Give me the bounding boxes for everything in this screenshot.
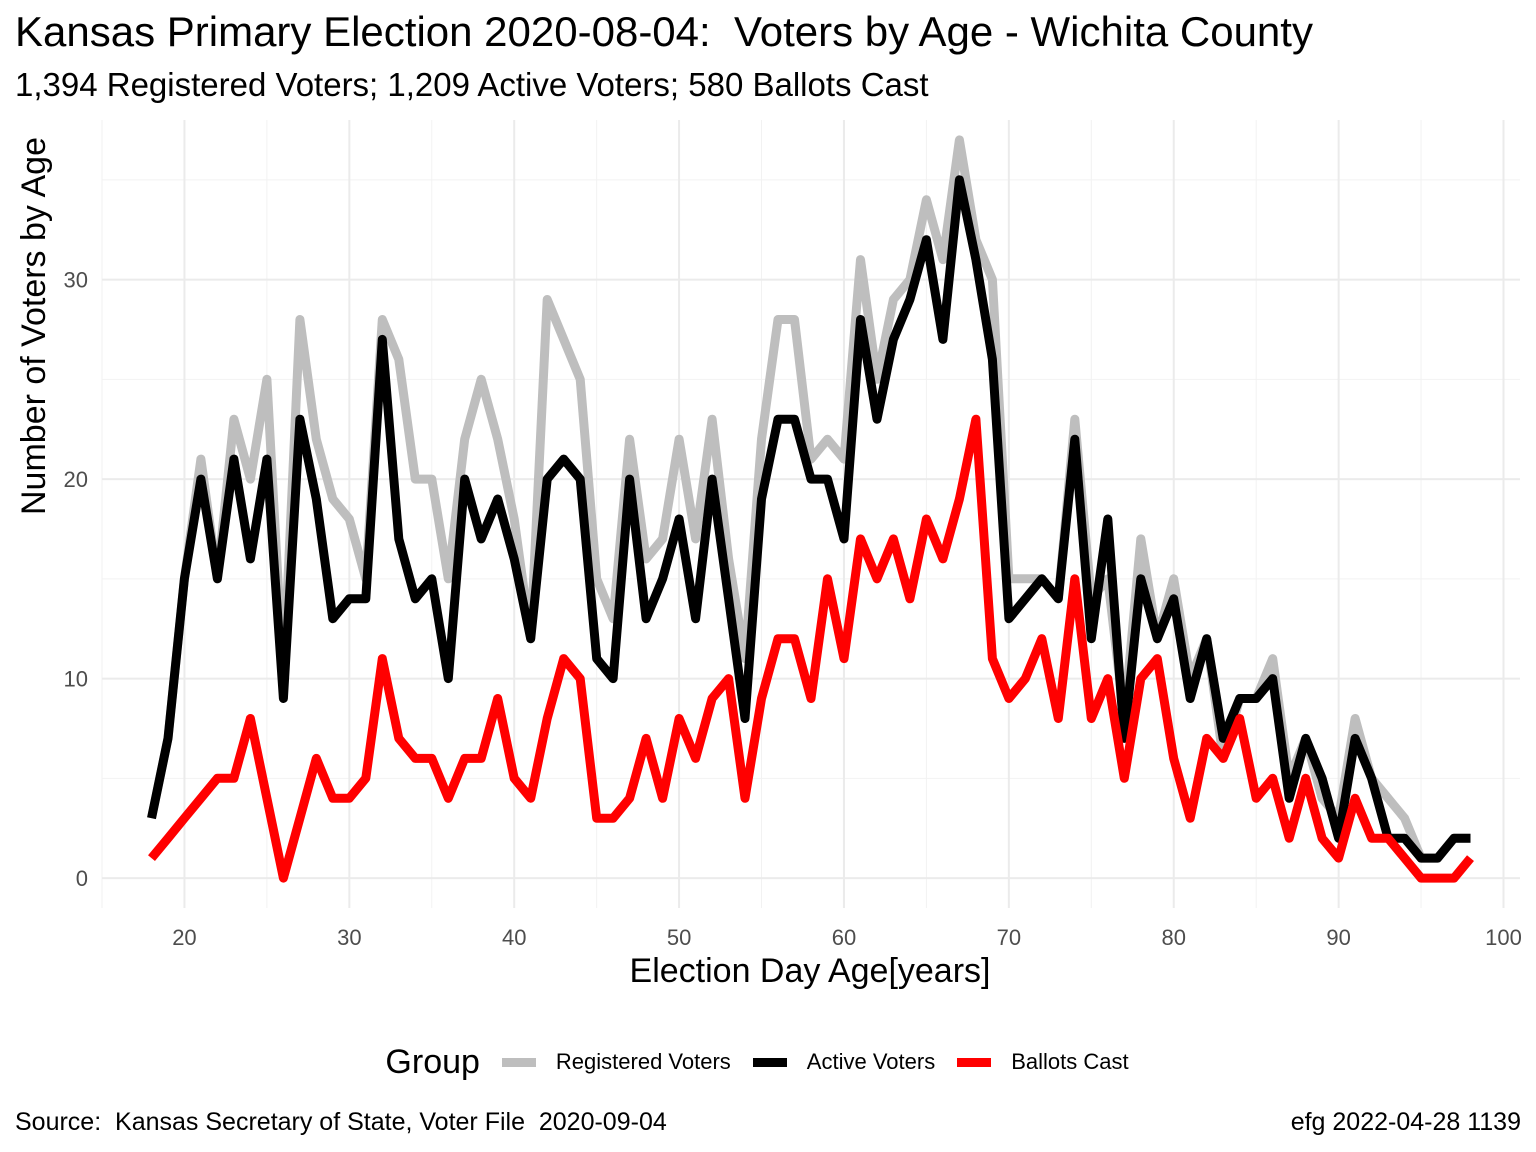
y-axis-title: Number of Voters by Age [15,137,53,515]
x-tick-label: 100 [1485,925,1522,950]
legend-item-registered: Registered Voters [501,1049,731,1075]
legend-key-registered [501,1057,536,1067]
x-tick-label: 50 [667,925,691,950]
legend-label-ballots: Ballots Cast [1011,1049,1129,1074]
chart-title: Kansas Primary Election 2020-08-04: Vote… [15,8,1313,55]
y-tick-label: 10 [64,667,88,692]
active-voters-line [147,175,1471,863]
legend-label-registered: Registered Voters [555,1049,731,1074]
source-note: Source: Kansas Secretary of State, Voter… [15,1108,667,1136]
tick-labels: 20 30 40 50 60 70 80 90 100 0 10 20 30 [64,268,1522,950]
credit-note: efg 2022-04-28 1139 [1290,1108,1521,1136]
x-tick-label: 20 [172,925,196,950]
chart-subtitle: 1,394 Registered Voters; 1,209 Active Vo… [15,66,929,103]
series-lines [147,135,1474,883]
legend-item-ballots: Ballots Cast [957,1049,1129,1075]
x-tick-label: 90 [1326,925,1350,950]
x-tick-label: 60 [832,925,856,950]
y-tick-label: 30 [64,268,88,293]
x-tick-label: 80 [1162,925,1186,950]
legend-key-ballots [957,1057,992,1067]
y-tick-label: 0 [76,866,88,891]
ballots-cast-line [148,414,1474,883]
x-tick-label: 40 [502,925,526,950]
x-tick-label: 30 [337,925,361,950]
x-tick-label: 70 [997,925,1021,950]
legend-title: Group [385,1042,480,1081]
legend-item-active: Active Voters [752,1049,936,1075]
legend: Group Registered Voters Active Voters Ba… [0,1040,1536,1084]
x-axis-title: Election Day Age[years] [629,952,991,990]
legend-label-active: Active Voters [806,1049,936,1074]
legend-key-active [752,1057,787,1067]
y-tick-label: 20 [64,467,88,492]
